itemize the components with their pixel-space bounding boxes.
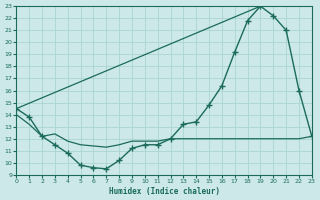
X-axis label: Humidex (Indice chaleur): Humidex (Indice chaleur) [108,187,220,196]
